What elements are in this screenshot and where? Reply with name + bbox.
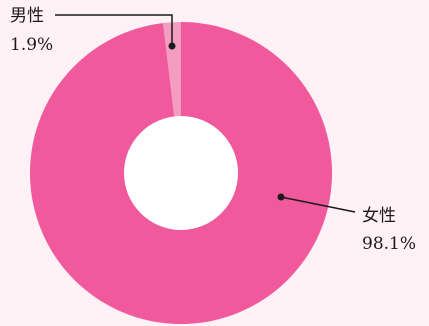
male-annotation: 男性 1.9% (10, 6, 176, 55)
female-leader-dot (277, 193, 285, 201)
female-annotation: 女性 98.1% (277, 193, 416, 254)
male-leader-line (55, 14, 173, 46)
male-value: 1.9% (10, 35, 53, 55)
female-leader-line (280, 196, 356, 213)
male-leader-dot (168, 42, 176, 50)
male-label: 男性 (10, 6, 44, 26)
female-label: 女性 (362, 206, 396, 226)
donut-hole (124, 116, 238, 230)
female-value: 98.1% (362, 234, 416, 254)
